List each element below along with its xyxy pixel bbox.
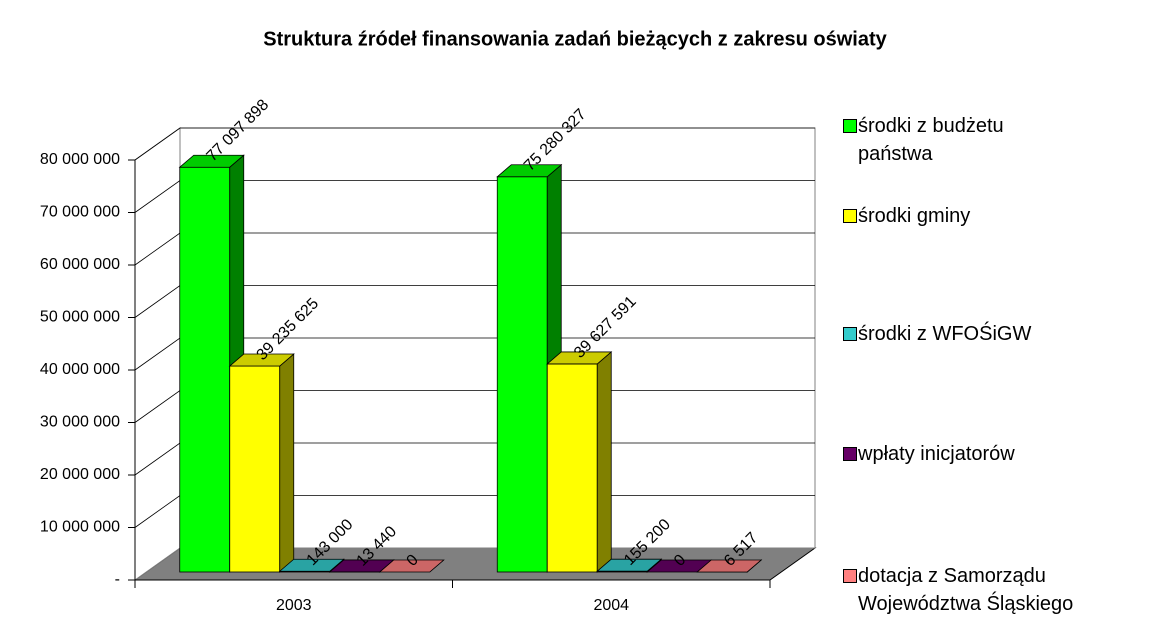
bar-front — [546, 363, 598, 573]
bar-front — [229, 365, 281, 573]
bar-front — [496, 176, 548, 573]
y-tick-label: 40 000 000 — [40, 361, 120, 378]
y-tick-label: - — [115, 571, 120, 588]
y-tick-label: 60 000 000 — [40, 256, 120, 273]
y-tick-label: 50 000 000 — [40, 309, 120, 326]
y-tick-label: 10 000 000 — [40, 519, 120, 536]
bar-side — [596, 351, 612, 573]
bar-top — [378, 559, 445, 573]
chart-title: Struktura źródeł finansowania zadań bież… — [263, 28, 887, 50]
y-tick-label: 30 000 000 — [40, 414, 120, 431]
x-tick-label: 2004 — [593, 597, 629, 614]
bar-top — [278, 558, 345, 572]
legend-swatch — [843, 569, 857, 583]
bar-front — [179, 166, 231, 573]
y-tick-label: 20 000 000 — [40, 466, 120, 483]
bar-top — [496, 164, 563, 178]
y-tick-label: 70 000 000 — [40, 204, 120, 221]
bar-side — [279, 353, 295, 573]
legend-label: środki gminy — [858, 205, 971, 227]
bar-top — [228, 353, 295, 367]
legend-swatch — [843, 327, 857, 341]
grid-line — [134, 127, 815, 161]
x-tick-label: 2003 — [276, 597, 312, 614]
bar-top — [178, 154, 245, 168]
bar-top — [546, 351, 613, 365]
legend-label: wpłaty inicjatorów — [858, 443, 1015, 465]
bar-top — [696, 559, 763, 573]
bar-top — [596, 558, 663, 572]
legend-swatch — [843, 119, 857, 133]
legend-label: środki z WFOŚiGW — [858, 323, 1032, 345]
legend-swatch — [843, 447, 857, 461]
legend-swatch — [843, 209, 857, 223]
legend-label: dotacja z Samorządu Województwa Śląskieg… — [858, 565, 1074, 615]
y-tick-label: 80 000 000 — [40, 151, 120, 168]
legend-label: środki z budżetu państwa — [858, 115, 1004, 165]
